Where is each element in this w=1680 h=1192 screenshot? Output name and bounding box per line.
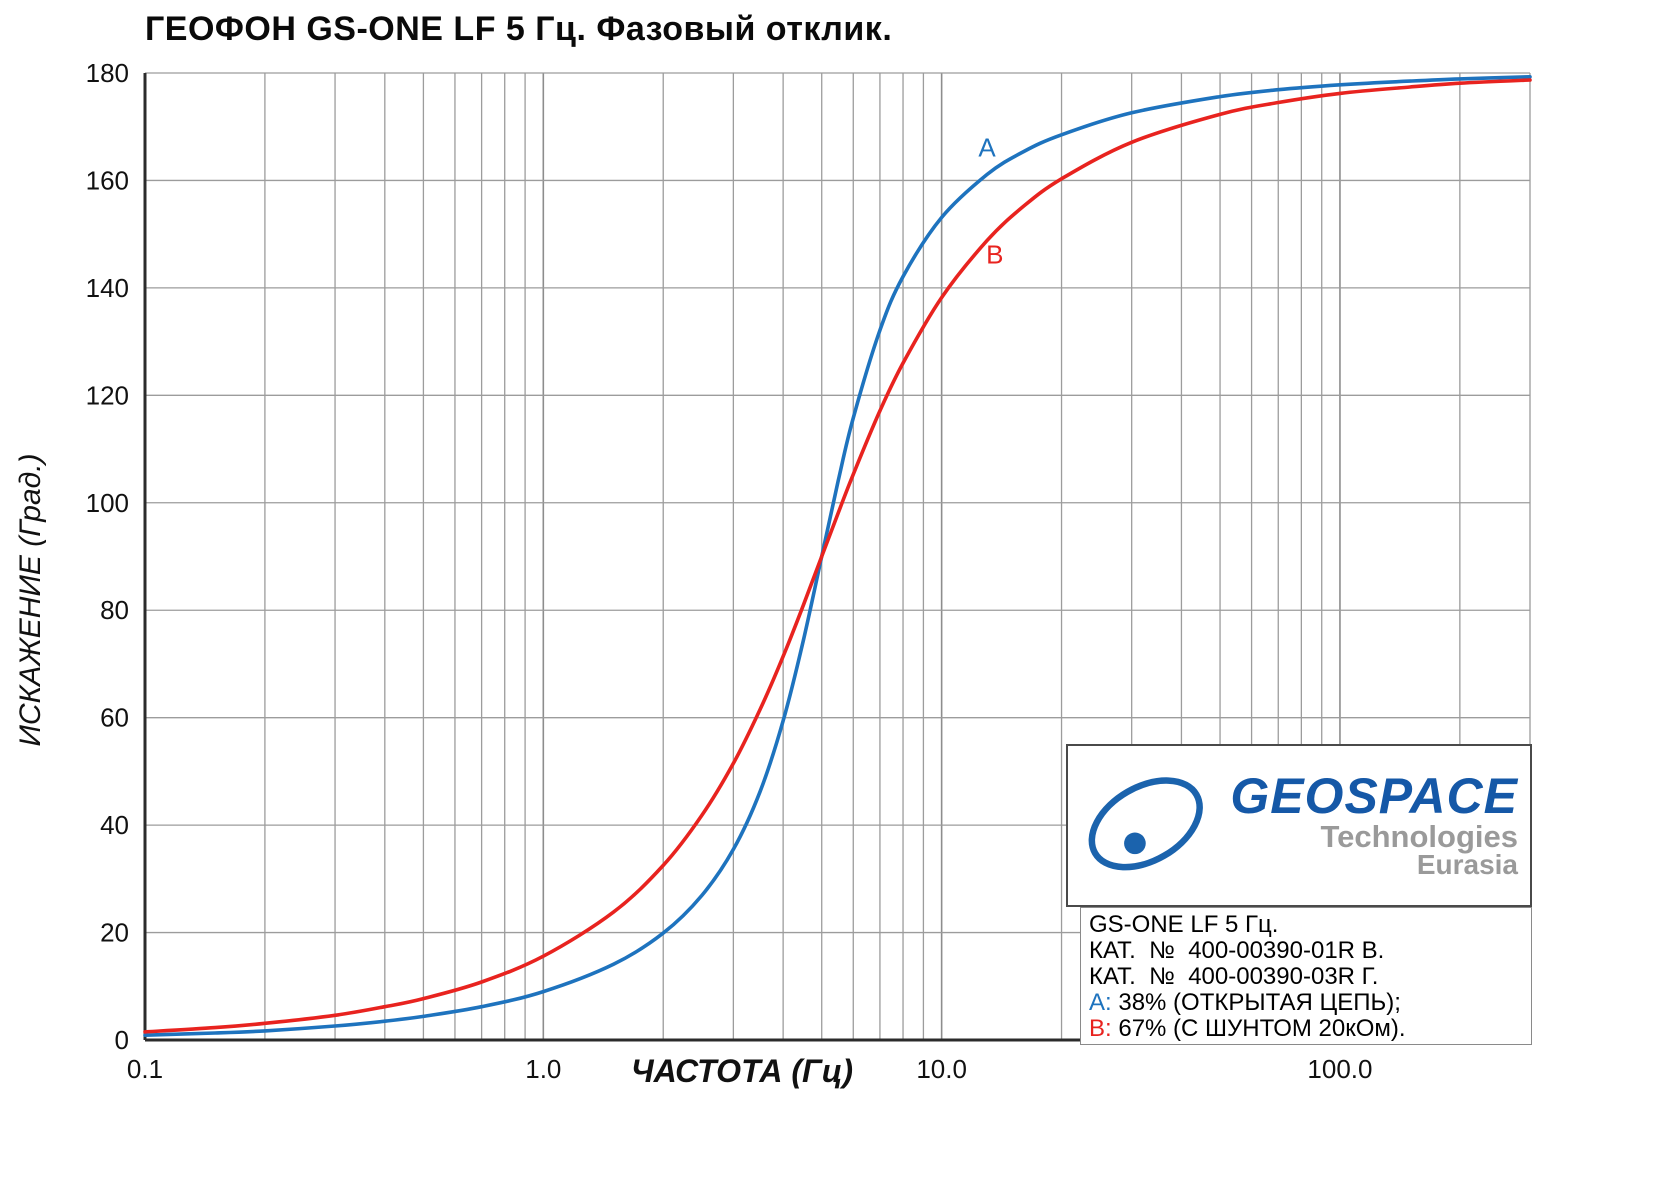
legend-text: КАТ. № 400-00390-03R Г. bbox=[1089, 963, 1379, 990]
legend-text: КАТ. № 400-00390-01R В. bbox=[1089, 937, 1385, 964]
x-axis-title: ЧАСТОТА (Гц) bbox=[631, 1053, 853, 1089]
y-tick-label: 100 bbox=[86, 488, 129, 518]
logo-technologies: Technologies bbox=[1320, 819, 1518, 855]
legend-line-series-a: A: 38% (ОТКРЫТАЯ ЦЕПЬ); bbox=[1089, 990, 1531, 1016]
legend-line-cat1: КАТ. № 400-00390-01R В. bbox=[1089, 938, 1531, 964]
logo-geospace: GEOSPACE bbox=[1230, 767, 1518, 824]
logo-box: GEOSPACE Technologies Eurasia bbox=[1066, 744, 1532, 907]
legend-line-series-b: B: 67% (С ШУНТОМ 20кОм). bbox=[1089, 1016, 1531, 1042]
logo-eurasia: Eurasia bbox=[1416, 848, 1518, 880]
legend-series-a-key: A: bbox=[1089, 989, 1112, 1016]
grid bbox=[145, 72, 1531, 1040]
legend-box: GS-ONE LF 5 Гц. КАТ. № 400-00390-01R В. … bbox=[1080, 907, 1532, 1045]
legend-text: 67% (С ШУНТОМ 20кОм). bbox=[1111, 1015, 1406, 1042]
curve-label-B: B bbox=[986, 240, 1003, 270]
y-tick-label: 60 bbox=[100, 703, 129, 733]
curves: AB bbox=[143, 75, 1532, 1037]
y-tick-label: 80 bbox=[100, 595, 129, 625]
y-tick-label: 120 bbox=[86, 380, 129, 410]
legend-line-model: GS-ONE LF 5 Гц. bbox=[1089, 912, 1531, 938]
legend-text: GS-ONE LF 5 Гц. bbox=[1089, 911, 1279, 938]
y-tick-label: 20 bbox=[100, 918, 129, 948]
geospace-orbit-icon bbox=[1088, 776, 1203, 870]
x-tick-label: 100.0 bbox=[1307, 1054, 1372, 1084]
y-tick-label: 40 bbox=[100, 810, 129, 840]
logo-text: GEOSPACE Technologies Eurasia bbox=[1224, 767, 1530, 880]
y-tick-label: 160 bbox=[86, 165, 129, 195]
y-tick-label: 140 bbox=[86, 273, 129, 303]
page-title: ГЕОФОН GS-ONE LF 5 Гц. Фазовый отклик. bbox=[145, 10, 893, 48]
x-tick-label: 0.1 bbox=[127, 1054, 163, 1084]
x-tick-label: 10.0 bbox=[916, 1054, 967, 1084]
tick-labels: 0.1 1.0 10.0 100.0 180 160 140 120 100 80 60 40 20 0 bbox=[86, 58, 1373, 1084]
y-tick-label: 180 bbox=[86, 58, 129, 88]
x-tick-label: 1.0 bbox=[525, 1054, 561, 1084]
curve-B bbox=[143, 78, 1532, 1034]
y-axis-title: ИСКАЖЕНИЕ (Град.) bbox=[14, 453, 47, 746]
legend-line-cat2: КАТ. № 400-00390-03R Г. bbox=[1089, 964, 1531, 990]
legend-series-b-key: B: bbox=[1089, 1015, 1112, 1042]
legend-text: 38% (ОТКРЫТАЯ ЦЕПЬ); bbox=[1111, 989, 1401, 1016]
y-tick-label: 0 bbox=[115, 1025, 129, 1055]
curve-label-A: A bbox=[978, 132, 996, 162]
